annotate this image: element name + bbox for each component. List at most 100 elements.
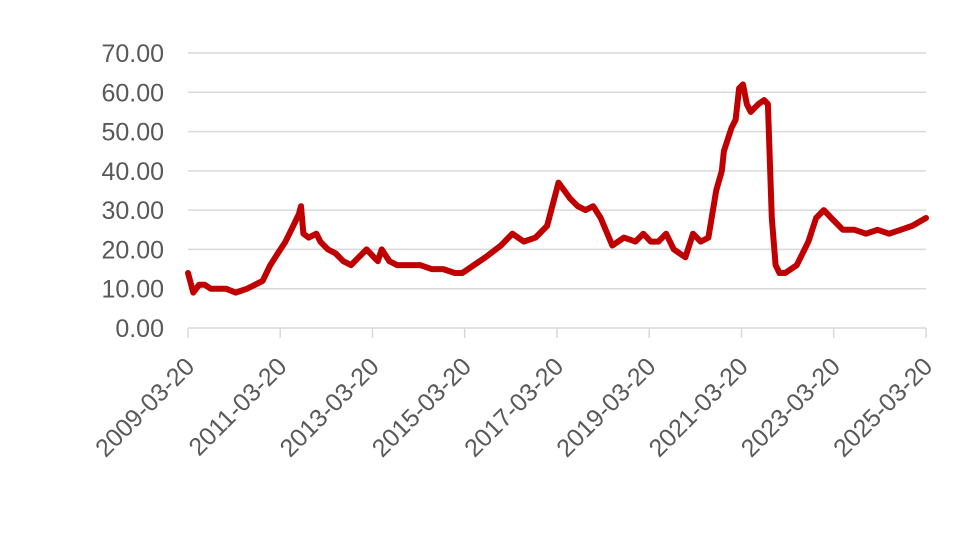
data-point: [333, 250, 339, 256]
data-point: [777, 270, 782, 276]
data-point: [713, 188, 719, 193]
data-point: [567, 195, 573, 201]
data-point: [794, 262, 800, 268]
data-point: [452, 270, 458, 276]
data-point: [769, 215, 775, 221]
data-point: [705, 235, 711, 241]
data-point: [356, 254, 362, 260]
data-point: [755, 101, 761, 107]
data-point: [690, 231, 696, 237]
data-point: [223, 286, 229, 292]
data-point: [364, 246, 370, 252]
data-point: [379, 246, 385, 252]
data-point: [852, 227, 857, 233]
data-point: [733, 117, 739, 123]
x-tick-label: 2015-03-20: [367, 352, 477, 462]
data-point: [886, 231, 892, 237]
data-point: [773, 262, 779, 268]
x-tick-label: 2023-03-20: [736, 352, 846, 462]
series-layer: [185, 81, 929, 296]
data-point: [306, 235, 312, 241]
y-tick-label: 70.00: [101, 40, 164, 68]
data-point: [196, 282, 202, 288]
y-tick-label: 50.00: [101, 119, 164, 147]
data-point: [267, 262, 273, 268]
data-point: [909, 223, 915, 229]
data-point: [609, 243, 615, 248]
data-point: [840, 227, 846, 233]
data-point: [736, 85, 742, 91]
data-point: [782, 270, 788, 276]
x-axis: [187, 327, 927, 338]
y-tick-label: 20.00: [101, 236, 164, 264]
y-tick-label: 10.00: [101, 276, 164, 304]
data-point: [821, 207, 827, 213]
data-point: [317, 239, 323, 245]
data-point: [296, 211, 302, 217]
data-point: [598, 215, 604, 221]
data-point: [429, 266, 435, 272]
data-point: [632, 239, 638, 245]
data-point: [417, 262, 423, 268]
data-point: [805, 239, 811, 245]
data-point: [648, 239, 654, 245]
data-point: [621, 235, 627, 241]
data-point: [371, 254, 377, 260]
data-point: [583, 207, 588, 213]
data-point: [875, 227, 880, 233]
data-point: [483, 254, 488, 260]
data-point: [214, 286, 219, 292]
y-tick-label: 30.00: [101, 197, 164, 225]
data-point: [260, 278, 266, 284]
data-point: [682, 254, 688, 260]
data-point: [252, 282, 258, 288]
x-tick-label: 2013-03-20: [275, 352, 385, 462]
x-tick-label: 2019-03-20: [551, 352, 661, 462]
data-point: [190, 290, 196, 296]
y-tick-label: 0.00: [115, 315, 164, 343]
data-point: [719, 168, 725, 174]
data-point: [533, 235, 538, 241]
data-point: [863, 231, 869, 237]
data-point: [698, 239, 704, 245]
x-tick-label: 2009-03-20: [90, 352, 200, 462]
x-axis-tick-labels: 2009-03-202011-03-202013-03-202015-03-20…: [90, 352, 938, 462]
y-tick-label: 40.00: [101, 158, 164, 186]
data-point: [375, 258, 381, 264]
data-point: [923, 215, 929, 221]
data-point: [671, 246, 677, 252]
data-point: [202, 282, 208, 288]
data-point: [544, 223, 550, 229]
data-point: [325, 246, 331, 252]
data-point: [765, 101, 771, 107]
data-point: [663, 231, 669, 237]
data-point: [298, 203, 304, 209]
data-point: [386, 258, 392, 264]
data-point: [828, 215, 834, 221]
data-point: [406, 262, 412, 268]
data-point: [521, 239, 527, 245]
data-point: [725, 136, 731, 142]
data-point: [655, 239, 661, 245]
data-point: [275, 250, 281, 256]
x-tick-label: 2021-03-20: [644, 352, 754, 462]
data-point: [185, 270, 191, 276]
x-tick-label: 2025-03-20: [828, 352, 938, 462]
data-point: [348, 262, 354, 268]
y-axis-tick-labels: 0.00 10.00 20.00 30.00 40.00 50.00 60.00 70.00: [101, 40, 164, 343]
data-point: [471, 262, 477, 268]
data-point: [729, 125, 735, 131]
y-tick-label: 60.00: [101, 79, 164, 107]
data-point: [813, 215, 819, 221]
data-point: [721, 148, 727, 154]
data-point: [748, 109, 754, 115]
data-point: [394, 262, 400, 268]
data-point: [509, 231, 515, 237]
data-point: [313, 231, 319, 237]
data-point: [640, 231, 646, 237]
data-point: [283, 239, 288, 245]
data-point: [744, 101, 750, 107]
data-point: [440, 266, 446, 272]
data-point: [761, 97, 767, 103]
series-line-0: [185, 81, 929, 296]
